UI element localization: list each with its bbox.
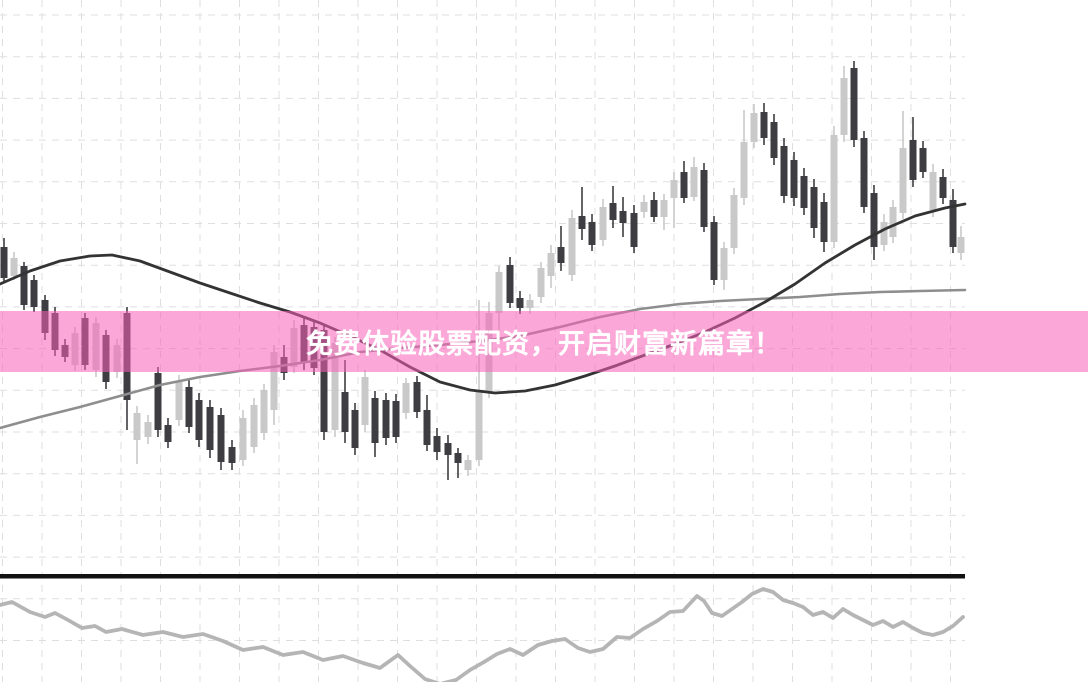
candles-layer (0, 61, 965, 480)
ma-dark-line (0, 202, 967, 395)
panel-separator (0, 574, 965, 579)
promo-banner: 免费体验股票配资，开启财富新篇章！ (0, 311, 1088, 372)
indicator-line (0, 587, 965, 682)
promo-banner-text: 免费体验股票配资，开启财富新篇章！ (306, 329, 782, 359)
